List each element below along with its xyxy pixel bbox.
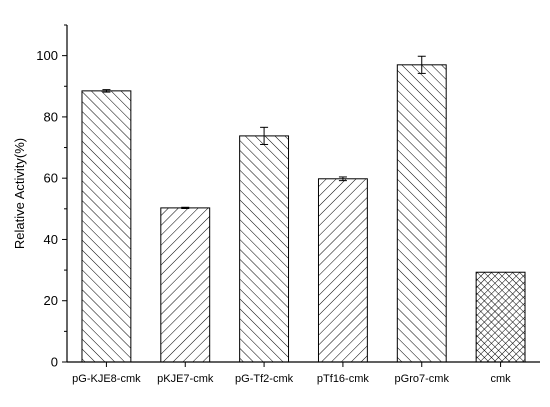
y-tick-label-40: 40 (44, 232, 58, 247)
bar-pG-Tf2-cmk (239, 135, 290, 363)
x-tick-label-pG-KJE8-cmk: pG-KJE8-cmk (72, 373, 141, 385)
bar-pG-KJE8-cmk (81, 90, 132, 363)
y-tick-label-80: 80 (44, 109, 58, 124)
y-tick-label-20: 20 (44, 293, 58, 308)
y-tick-label-100: 100 (36, 48, 58, 63)
x-tick-label-pKJE7-cmk: pKJE7-cmk (157, 373, 214, 385)
y-tick-label-0: 0 (51, 355, 58, 370)
bars-layer (81, 64, 526, 363)
axes-layer (62, 24, 540, 367)
x-tick-label-cmk: cmk (490, 373, 511, 385)
y-tick-label-60: 60 (44, 171, 58, 186)
error-bars-layer (102, 55, 426, 210)
y-axis-title: Relative Activity(%) (12, 138, 27, 249)
bar-pGro7-cmk (396, 64, 447, 363)
bar-cmk (475, 271, 526, 363)
x-tick-label-pGro7-cmk: pGro7-cmk (395, 373, 450, 385)
x-tick-label-pTf16-cmk: pTf16-cmk (317, 373, 369, 385)
bar-pTf16-cmk (317, 178, 368, 363)
x-tick-label-pG-Tf2-cmk: pG-Tf2-cmk (235, 373, 294, 385)
bar-pKJE7-cmk (160, 207, 211, 363)
labels-layer: pG-KJE8-cmk pKJE7-cmk pG-Tf2-cmk pTf16-cmk p… (12, 48, 511, 385)
